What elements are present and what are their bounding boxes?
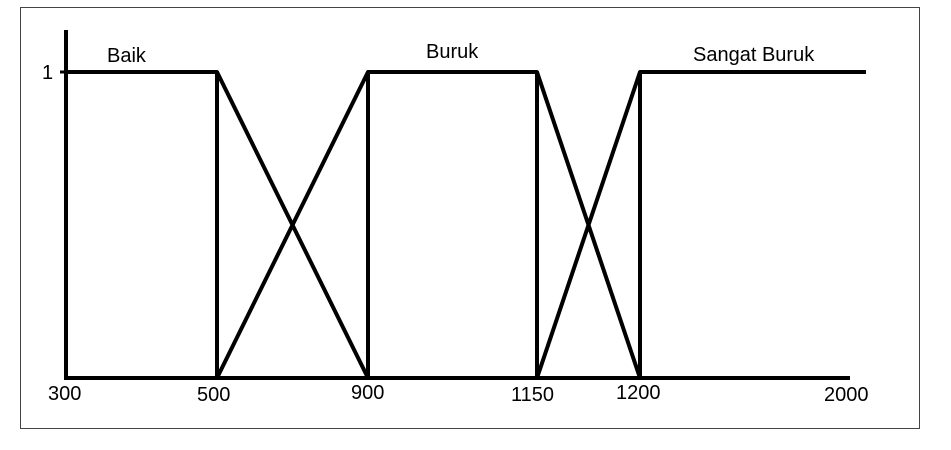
series-buruk-line [215, 70, 642, 379]
x-tick-label-900: 900 [351, 382, 384, 404]
x-tick-label-500: 500 [197, 384, 230, 406]
series-sangat-buruk-line [535, 70, 866, 379]
x-tick-label-2000: 2000 [824, 384, 869, 406]
diagram-frame [20, 7, 920, 429]
x-tick-label-1150: 1150 [511, 384, 554, 406]
label-sangat-buruk: Sangat Buruk [693, 44, 815, 66]
x-tick-label-300: 300 [48, 383, 81, 405]
label-baik: Baik [107, 45, 147, 67]
y-tick-label-1: 1 [42, 62, 53, 84]
x-tick-label-1200: 1200 [616, 382, 661, 404]
label-buruk: Buruk [426, 41, 479, 63]
